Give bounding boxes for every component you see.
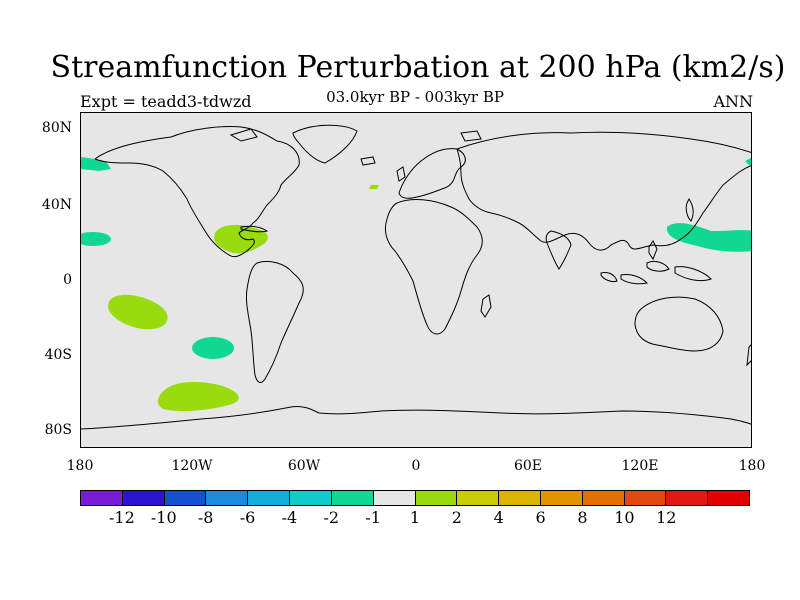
colorbar-segment-12 bbox=[582, 491, 625, 505]
chart-subtitle: 03.0kyr BP - 003kyr BP bbox=[326, 88, 504, 106]
south-pacific-subtropical-positive bbox=[108, 294, 168, 330]
colorbar-segment-13 bbox=[624, 491, 667, 505]
colorbar-segment-2 bbox=[164, 491, 207, 505]
colorbar-segment-14 bbox=[666, 491, 709, 505]
season-label: ANN bbox=[713, 92, 753, 111]
colorbar-label-11: 8 bbox=[577, 508, 588, 527]
colorbar-segment-9 bbox=[457, 491, 500, 505]
colorbar-segment-3 bbox=[206, 491, 249, 505]
west-pacific-subtropical-negative bbox=[666, 223, 751, 252]
lon-label-180e: 180 bbox=[738, 458, 766, 474]
arctic-east-negative bbox=[745, 158, 751, 165]
colorbar-segment-7 bbox=[373, 491, 416, 505]
colorbar-label-10: 6 bbox=[535, 508, 546, 527]
colorbar-label-7: 1 bbox=[409, 508, 421, 527]
colorbar-label-6: -1 bbox=[365, 508, 381, 527]
colorbar-label-13: 12 bbox=[656, 508, 677, 527]
north-atlantic-small-positive bbox=[369, 185, 379, 189]
lat-label-80n: 80N bbox=[41, 120, 72, 136]
colorbar-segment-0 bbox=[81, 491, 123, 505]
lat-label-80s: 80S bbox=[44, 422, 72, 438]
lat-label-equator: 0 bbox=[63, 272, 72, 288]
lat-label-40n: 40N bbox=[41, 197, 72, 213]
colorbar-label-1: -10 bbox=[150, 508, 177, 527]
southern-ocean-positive bbox=[157, 381, 239, 412]
colorbar-label-9: 4 bbox=[493, 508, 504, 527]
central-america-positive bbox=[214, 224, 268, 254]
colorbar-label-8: 2 bbox=[451, 508, 462, 527]
colorbar-segment-15 bbox=[708, 491, 749, 505]
shaded-regions bbox=[81, 157, 751, 412]
coastlines bbox=[81, 124, 751, 430]
colorbar-segment-5 bbox=[290, 491, 332, 505]
colorbar-label-3: -6 bbox=[239, 508, 256, 527]
colorbar-segment-1 bbox=[122, 491, 165, 505]
chart-title: Streamfunction Perturbation at 200 hPa (… bbox=[50, 50, 786, 85]
colorbar-label-2: -8 bbox=[197, 508, 214, 527]
colorbar-segment-10 bbox=[499, 491, 541, 505]
colorbar-label-12: 10 bbox=[614, 508, 635, 527]
lon-label-120w: 120W bbox=[171, 458, 213, 474]
south-pacific-midlat-negative bbox=[192, 337, 234, 359]
colorbar bbox=[80, 490, 750, 506]
colorbar-segment-11 bbox=[540, 491, 583, 505]
colorbar-segment-4 bbox=[248, 491, 291, 505]
colorbar-label-0: -12 bbox=[108, 508, 135, 527]
world-map bbox=[81, 124, 751, 430]
lat-label-40s: 40S bbox=[44, 347, 72, 363]
colorbar-label-4: -4 bbox=[281, 508, 298, 527]
experiment-label: Expt = teadd3-tdwzd bbox=[80, 92, 252, 111]
lon-label-60w: 60W bbox=[287, 458, 321, 474]
lon-label-180w: 180 bbox=[66, 458, 94, 474]
north-pacific-high-lat-negative bbox=[81, 157, 111, 171]
lon-label-120e: 120E bbox=[621, 458, 659, 474]
colorbar-label-5: -2 bbox=[323, 508, 340, 527]
map-panel bbox=[80, 112, 752, 448]
colorbar-segment-8 bbox=[415, 491, 458, 505]
east-pacific-subtropical-negative bbox=[81, 232, 111, 246]
lon-label-60e: 60E bbox=[513, 458, 543, 474]
colorbar-segment-6 bbox=[331, 491, 374, 505]
lon-label-0: 0 bbox=[411, 458, 421, 474]
